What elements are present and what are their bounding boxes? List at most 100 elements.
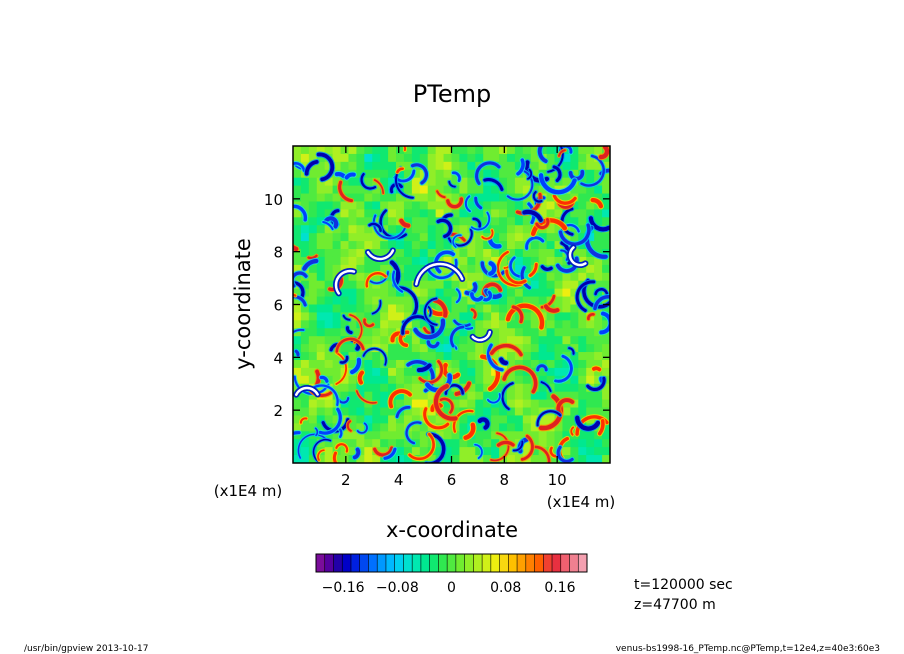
heatmap-filament: [447, 228, 473, 247]
heatmap-filament: [396, 167, 404, 174]
heatmap-cell: [324, 280, 334, 290]
heatmap-filament: [580, 154, 605, 187]
heatmap-cell: [364, 312, 373, 321]
heatmap-cell: [427, 153, 437, 163]
heatmap-cell: [380, 447, 389, 456]
heatmap-cell: [380, 439, 389, 448]
heatmap-cell: [570, 296, 579, 306]
heatmap-cell: [364, 225, 373, 234]
heatmap-cell: [562, 344, 571, 353]
heatmap-cell: [356, 153, 365, 163]
colorbar-swatch: [403, 554, 413, 572]
heatmap-cell: [602, 399, 610, 409]
heatmap-cell: [467, 439, 476, 448]
heatmap-cell: [530, 455, 540, 463]
heatmap-cell: [602, 304, 610, 314]
heatmap-cell: [522, 328, 532, 337]
heatmap-filament: [352, 447, 361, 460]
heatmap-cell: [522, 423, 532, 432]
heatmap-cell: [411, 288, 421, 298]
heatmap-cell: [475, 272, 484, 282]
heatmap-cell: [594, 272, 603, 282]
heatmap-cell: [483, 439, 492, 448]
heatmap-filament: [505, 269, 527, 285]
heatmap-filament: [418, 360, 444, 384]
heatmap-filament: [436, 190, 446, 199]
heatmap-cell: [308, 423, 318, 432]
heatmap-cell: [356, 455, 365, 463]
heatmap-cell: [293, 209, 302, 218]
heatmap-cell: [546, 241, 556, 250]
heatmap-cell: [499, 201, 508, 210]
heatmap-cell: [388, 146, 397, 155]
heatmap-cell: [308, 359, 318, 369]
heatmap-cell: [499, 423, 508, 432]
heatmap-cell: [427, 288, 437, 298]
heatmap-cell: [491, 391, 500, 401]
heatmap-cell: [451, 280, 461, 290]
heatmap-cell: [435, 352, 445, 361]
heatmap-cell: [340, 256, 350, 266]
heatmap-cell: [411, 241, 421, 250]
heatmap-cell: [396, 415, 405, 424]
heatmap-cell: [435, 177, 445, 187]
heatmap-cell: [340, 249, 350, 258]
heatmap-cell: [324, 304, 334, 314]
heatmap-cell: [483, 391, 492, 401]
heatmap-cell: [451, 304, 461, 314]
heatmap-cell: [475, 153, 484, 163]
heatmap-cell: [578, 336, 587, 345]
heatmap-cell: [435, 304, 445, 314]
heatmap-cell: [514, 367, 524, 377]
heatmap-cell: [324, 328, 334, 337]
heatmap-cell: [348, 352, 358, 361]
heatmap-cell: [340, 146, 350, 155]
x-axis-ticks: 2 4 6 8 10: [341, 146, 567, 489]
colorbar-swatch: [324, 554, 334, 572]
heatmap-cell: [475, 391, 484, 401]
heatmap-cell: [522, 233, 532, 242]
heatmap-cell: [491, 256, 500, 266]
heatmap-filament: [552, 165, 562, 182]
heatmap-filament: [543, 304, 560, 313]
heatmap-cell: [467, 177, 476, 187]
heatmap-cell: [427, 209, 437, 218]
heatmap-cell: [594, 399, 603, 409]
heatmap-filament: [488, 261, 497, 276]
heatmap-cell: [396, 439, 405, 448]
heatmap-cell: [562, 153, 571, 163]
heatmap-filament: [439, 397, 454, 414]
heatmap-cell: [388, 320, 397, 329]
heatmap-cell: [570, 439, 579, 448]
heatmap-cell: [522, 264, 532, 274]
heatmap-cell: [530, 359, 540, 369]
heatmap-cell: [546, 288, 556, 298]
heatmap-cell: [483, 455, 492, 463]
heatmap-cell: [340, 328, 350, 337]
heatmap-cell: [324, 431, 334, 440]
heatmap-cell: [348, 272, 358, 282]
heatmap-cell: [380, 201, 389, 210]
heatmap-cell: [308, 193, 318, 203]
heatmap-filament: [575, 415, 601, 431]
heatmap-cell: [348, 146, 358, 155]
heatmap-cell: [300, 304, 310, 314]
heatmap-cell: [443, 241, 453, 250]
heatmap-cell: [578, 209, 587, 218]
heatmap-cell: [388, 201, 397, 210]
heatmap-cell: [594, 439, 603, 448]
colorbar-swatch: [552, 554, 562, 572]
heatmap-cell: [388, 264, 397, 274]
heatmap-cell: [594, 336, 603, 345]
heatmap-filament: [528, 262, 538, 277]
heatmap-cell: [506, 209, 516, 218]
heatmap-cell: [388, 352, 397, 361]
heatmap-filament: [369, 271, 389, 284]
heatmap-cell: [316, 415, 326, 424]
heatmap-cell: [419, 217, 429, 226]
heatmap-filament: [597, 419, 605, 436]
heatmap-cell: [546, 328, 556, 337]
heatmap-cell: [308, 185, 318, 195]
heatmap-cell: [499, 407, 508, 417]
heatmap-cell: [419, 153, 429, 163]
